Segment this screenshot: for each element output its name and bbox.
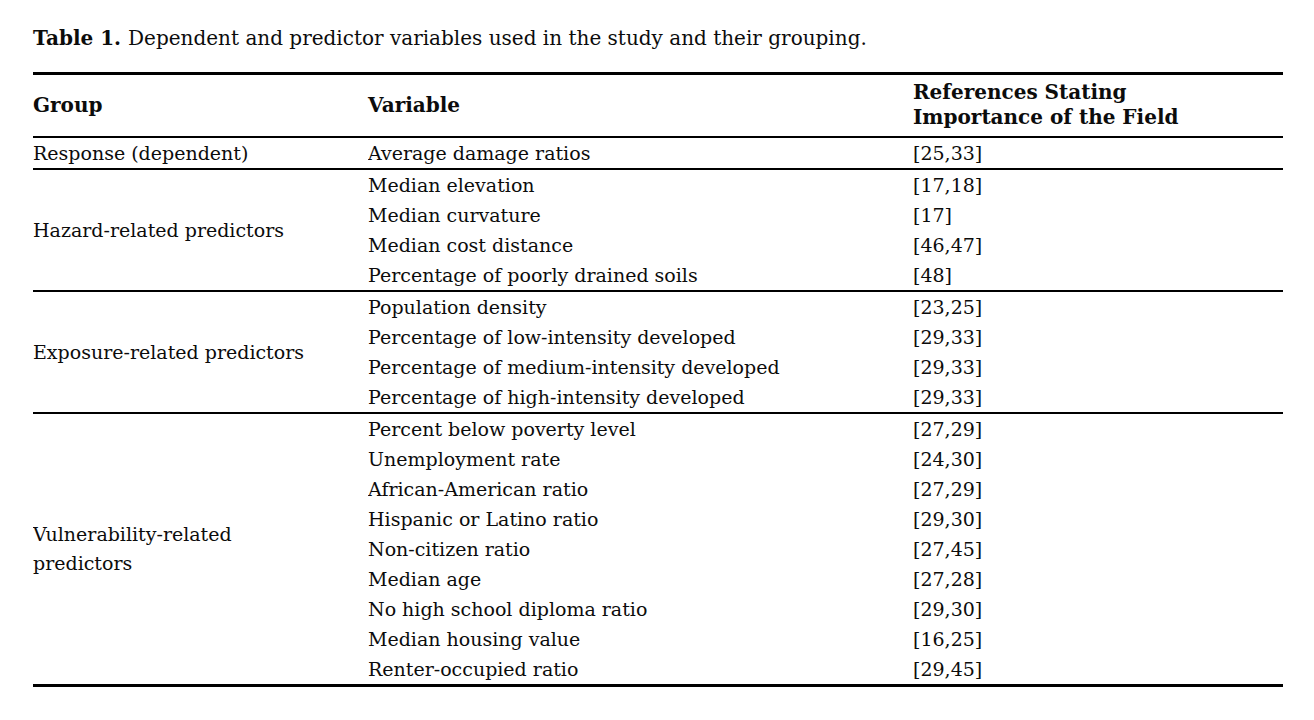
group-section-hazard: Hazard-related predictors Median elevati… xyxy=(33,169,1283,291)
table-caption-text: Dependent and predictor variables used i… xyxy=(128,26,867,50)
group-cell: Hazard-related predictors xyxy=(33,169,368,291)
group-cell: Exposure-related predictors xyxy=(33,291,368,413)
variable-cell: Percentage of medium-intensity developed xyxy=(368,352,913,382)
group-cell: Vulnerability-related predictors xyxy=(33,413,368,686)
references-cell: [29,33] xyxy=(913,352,1283,382)
document-page: Table 1. Dependent and predictor variable… xyxy=(0,0,1314,720)
variable-cell: African-American ratio xyxy=(368,474,913,504)
variable-cell: Average damage ratios xyxy=(368,137,913,169)
references-cell: [27,29] xyxy=(913,413,1283,444)
table-header-row: Group Variable References Stating Import… xyxy=(33,74,1283,138)
references-cell: [48] xyxy=(913,260,1283,291)
variable-cell: Renter-occupied ratio xyxy=(368,654,913,686)
table-caption-label: Table 1. xyxy=(33,26,121,50)
group-section-exposure: Exposure-related predictors Population d… xyxy=(33,291,1283,413)
table-row: Response (dependent) Average damage rati… xyxy=(33,137,1283,169)
table-row: Hazard-related predictors Median elevati… xyxy=(33,169,1283,200)
column-header-references: References Stating Importance of the Fie… xyxy=(913,74,1283,138)
variable-cell: Percentage of poorly drained soils xyxy=(368,260,913,291)
variable-cell: Non-citizen ratio xyxy=(368,534,913,564)
references-cell: [27,45] xyxy=(913,534,1283,564)
references-cell: [23,25] xyxy=(913,291,1283,322)
references-cell: [17] xyxy=(913,200,1283,230)
variable-cell: Percentage of high-intensity developed xyxy=(368,382,913,413)
column-header-group: Group xyxy=(33,74,368,138)
variables-table: Group Variable References Stating Import… xyxy=(33,72,1283,687)
variable-cell: Median curvature xyxy=(368,200,913,230)
variable-cell: Unemployment rate xyxy=(368,444,913,474)
table-row: Vulnerability-related predictors Percent… xyxy=(33,413,1283,444)
references-cell: [29,30] xyxy=(913,504,1283,534)
table-row: Exposure-related predictors Population d… xyxy=(33,291,1283,322)
variable-cell: Median elevation xyxy=(368,169,913,200)
references-cell: [27,28] xyxy=(913,564,1283,594)
group-cell: Response (dependent) xyxy=(33,137,368,169)
references-cell: [16,25] xyxy=(913,624,1283,654)
column-header-variable: Variable xyxy=(368,74,913,138)
references-cell: [29,30] xyxy=(913,594,1283,624)
group-section-response: Response (dependent) Average damage rati… xyxy=(33,137,1283,169)
table-caption: Table 1. Dependent and predictor variable… xyxy=(33,24,1283,52)
references-cell: [17,18] xyxy=(913,169,1283,200)
references-cell: [24,30] xyxy=(913,444,1283,474)
variable-cell: Median housing value xyxy=(368,624,913,654)
variable-cell: Percentage of low-intensity developed xyxy=(368,322,913,352)
references-cell: [29,33] xyxy=(913,382,1283,413)
group-section-vulnerability: Vulnerability-related predictors Percent… xyxy=(33,413,1283,686)
references-cell: [29,45] xyxy=(913,654,1283,686)
variable-cell: Median age xyxy=(368,564,913,594)
references-cell: [27,29] xyxy=(913,474,1283,504)
variable-cell: No high school diploma ratio xyxy=(368,594,913,624)
references-cell: [25,33] xyxy=(913,137,1283,169)
variable-cell: Median cost distance xyxy=(368,230,913,260)
variable-cell: Population density xyxy=(368,291,913,322)
variable-cell: Hispanic or Latino ratio xyxy=(368,504,913,534)
references-cell: [46,47] xyxy=(913,230,1283,260)
references-cell: [29,33] xyxy=(913,322,1283,352)
variable-cell: Percent below poverty level xyxy=(368,413,913,444)
